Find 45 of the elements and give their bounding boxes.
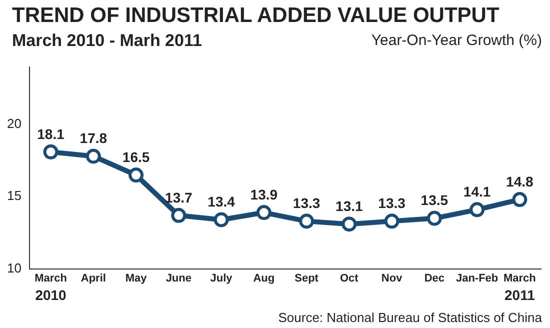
data-label: 18.1 — [37, 126, 65, 142]
data-label: 17.8 — [80, 130, 108, 146]
data-label: 16.5 — [122, 148, 150, 165]
x-tick-label: Jan-Feb — [456, 272, 498, 284]
point — [171, 208, 186, 223]
point — [43, 144, 58, 160]
point — [426, 210, 442, 226]
point — [256, 205, 272, 220]
x-tick-label: Sept — [294, 272, 319, 284]
x-tick-label: Nov — [381, 272, 404, 284]
y-axis-title: Year-On-Year Growth (%) — [371, 32, 542, 49]
data-label: 14.1 — [463, 184, 491, 200]
data-label: 14.8 — [506, 173, 534, 190]
point — [470, 202, 485, 218]
x-tick-label: May — [125, 272, 148, 284]
x-tick-label: March — [503, 272, 536, 284]
chart-subtitle: March 2010 - Marh 2011 — [12, 31, 202, 51]
data-label: 13.9 — [250, 186, 278, 202]
data-label: 13.7 — [165, 189, 192, 206]
data-label: 13.1 — [336, 198, 364, 214]
x-tick-label: Dec — [424, 272, 445, 284]
point — [384, 214, 400, 229]
source-note: Source: National Bureau of Statistics of China — [278, 310, 543, 325]
x-tick-label: April — [80, 272, 106, 284]
point — [86, 148, 101, 164]
x-tick-label: July — [210, 272, 234, 284]
data-label: 13.4 — [208, 194, 236, 210]
data-label: 13.3 — [378, 195, 406, 212]
point — [512, 192, 528, 208]
text: 2011 — [504, 287, 536, 303]
x-tick-label: June — [166, 272, 192, 284]
y-tick-label: 20 — [6, 116, 22, 132]
point — [299, 214, 314, 229]
x-tick-label: Aug — [253, 272, 275, 284]
y-tick-label: 10 — [6, 260, 22, 276]
x-tick-label: Oct — [340, 272, 359, 284]
data-label: 13.3 — [292, 195, 320, 212]
x-tick-label: March — [34, 272, 68, 284]
point — [128, 168, 144, 183]
chart-title: TREND OF INDUSTRIAL ADDED VALUE OUTPUT — [12, 4, 500, 28]
data-label: 13.5 — [420, 192, 448, 208]
text: 2010 — [35, 287, 67, 303]
point — [342, 216, 357, 232]
y-tick-label: 15 — [6, 188, 22, 204]
point — [214, 212, 229, 228]
